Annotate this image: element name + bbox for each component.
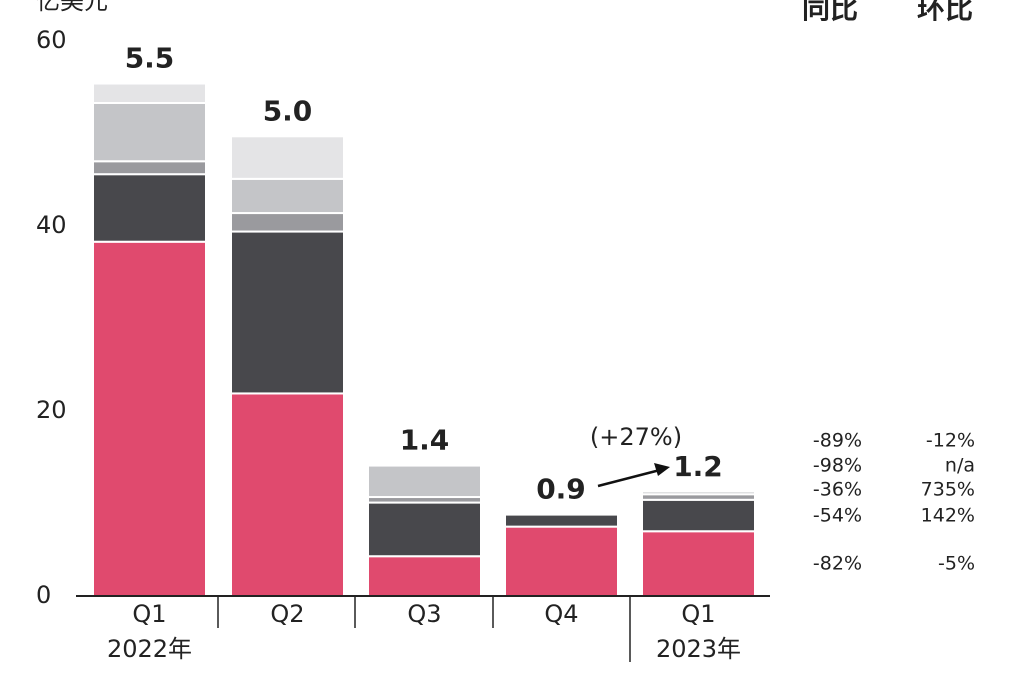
- table-header: 环比: [917, 0, 973, 25]
- bar-segment: [92, 240, 207, 597]
- year-label: 2023年: [656, 635, 741, 663]
- bar-segment: [230, 392, 345, 597]
- table-cell: -5%: [938, 553, 975, 575]
- bar-segment: [230, 177, 345, 215]
- bar-segment: [230, 230, 345, 395]
- total-label: 5.0: [263, 94, 313, 127]
- bar-segment: [367, 555, 482, 597]
- table-cell: n/a: [945, 455, 975, 477]
- table-cell: -89%: [813, 430, 862, 452]
- x-tick-label: Q2: [270, 600, 304, 628]
- total-label: 1.4: [400, 424, 450, 457]
- bar-segment: [92, 160, 207, 176]
- x-tick-label: Q1: [132, 600, 166, 628]
- total-label: 0.9: [536, 473, 586, 506]
- bar-segment: [367, 464, 482, 499]
- arrow-head: [654, 463, 670, 476]
- total-label: 5.5: [125, 42, 175, 75]
- table-cell: -98%: [813, 455, 862, 477]
- y-tick-label: 40: [36, 211, 67, 239]
- y-axis-label: 亿美元: [36, 0, 108, 15]
- table-cell: -54%: [813, 505, 862, 527]
- x-tick-label: Q1: [681, 600, 715, 628]
- annotation: (+27%): [590, 423, 682, 451]
- bar-segment: [367, 501, 482, 558]
- table-cell: 142%: [921, 505, 975, 527]
- bar-segment: [92, 173, 207, 243]
- bar-segment: [92, 82, 207, 104]
- y-tick-label: 60: [36, 26, 67, 54]
- bar-segment: [230, 135, 345, 180]
- table-cell: -12%: [926, 430, 975, 452]
- total-label: 1.2: [673, 450, 723, 483]
- bar-segment: [641, 530, 756, 597]
- bar-segment: [641, 498, 756, 533]
- table-cell: -36%: [813, 479, 862, 501]
- year-label: 2022年: [107, 635, 192, 663]
- table-cell: 735%: [921, 479, 975, 501]
- bar-segment: [92, 101, 207, 163]
- bar-segment: [230, 212, 345, 233]
- table-cell: -82%: [813, 553, 862, 575]
- bar-segment: [504, 525, 619, 597]
- x-tick-label: Q3: [407, 600, 441, 628]
- y-tick-label: 20: [36, 396, 67, 424]
- y-tick-label: 0: [36, 581, 51, 609]
- bar-segment: [641, 490, 756, 496]
- arrow: [597, 468, 661, 488]
- table-header: 同比: [802, 0, 858, 25]
- x-tick-label: Q4: [544, 600, 578, 628]
- bar-segment: [504, 513, 619, 528]
